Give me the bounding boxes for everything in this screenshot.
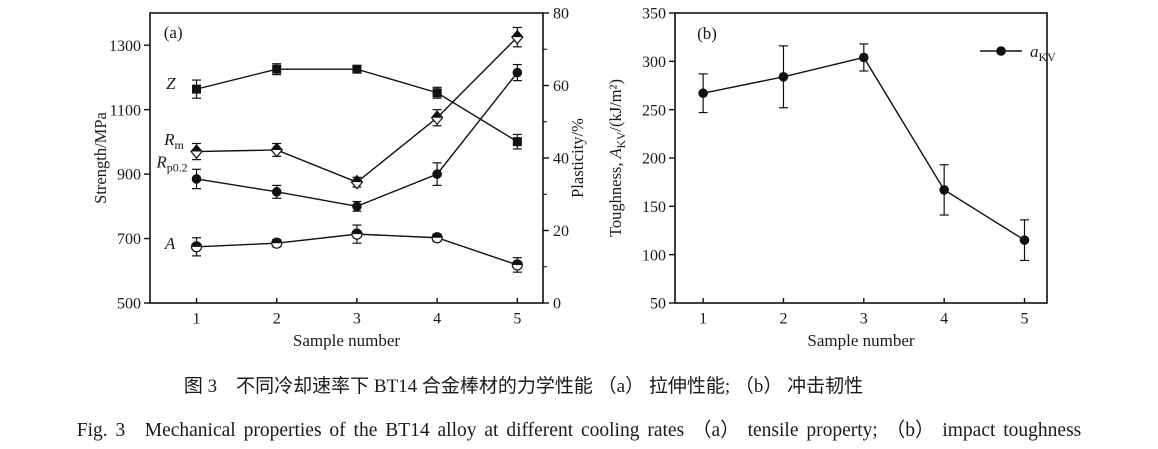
- tick-label-left: 1100: [110, 102, 141, 119]
- charts-canvas: 50070090011001300Strength/MPa020406080Pl…: [91, 6, 1056, 350]
- tick-label-bottom: 3: [860, 311, 868, 328]
- annotation-label: (b): [697, 24, 717, 43]
- tick-label-right: 0: [553, 296, 561, 313]
- tick-label-left: 50: [650, 296, 666, 313]
- annotation-label: Rm: [163, 130, 184, 152]
- series-Rp0.2: [191, 63, 523, 212]
- tick-label-left: 700: [117, 231, 141, 248]
- series-A: [190, 224, 523, 273]
- axis-title-right: Plasticity/%: [568, 118, 587, 198]
- tick-label-left: 150: [642, 199, 666, 216]
- caption-chinese: 图 3 不同冷却速率下 BT14 合金棒材的力学性能 （a） 拉伸性能; （b）…: [183, 376, 864, 397]
- tick-label-right: 60: [553, 78, 569, 95]
- tick-label-left: 200: [642, 151, 666, 168]
- axis-title-bottom: Sample number: [807, 331, 915, 350]
- tick-label-bottom: 4: [433, 311, 441, 328]
- annotation-label: (a): [164, 23, 183, 42]
- annotation-label: A: [164, 234, 176, 253]
- axis-title-left: Toughness, AKV/(kJ/m²): [606, 79, 628, 237]
- tick-label-right: 80: [553, 6, 569, 23]
- legend-label: aKV: [1030, 42, 1056, 64]
- tick-label-bottom: 5: [1021, 311, 1029, 328]
- tick-label-left: 1300: [109, 38, 141, 55]
- tick-label-left: 350: [642, 6, 666, 23]
- tick-label-bottom: 4: [940, 311, 948, 328]
- tick-label-left: 100: [642, 247, 666, 264]
- tick-label-left: 500: [117, 296, 141, 313]
- chart-b: 50 100 150 200 250 300 350 Toughness, AKV/(kJ/m…: [606, 6, 1056, 350]
- caption-english: Fig. 3 Mechanical properties of the BT14…: [76, 420, 1082, 441]
- axis-title-bottom: Sample number: [293, 331, 401, 350]
- tick-label-right: 20: [553, 223, 569, 240]
- series-Rm: [190, 26, 524, 190]
- tick-label-bottom: 1: [193, 311, 201, 328]
- tick-label-left: 900: [117, 167, 141, 184]
- axis-title-left: Strength/MPa: [91, 111, 110, 203]
- tick-label-bottom: 3: [353, 311, 361, 328]
- tick-label-bottom: 2: [779, 311, 787, 328]
- tick-label-bottom: 2: [273, 311, 281, 328]
- tick-label-right: 40: [553, 151, 569, 168]
- annotation-label: Rp0.2: [155, 152, 187, 174]
- figure-charts: 500 700 900 1100 1300 Strength/MPa 0 20 40 60 80 Pl…: [91, 6, 1056, 350]
- legend: aKV: [980, 42, 1056, 64]
- tick-label-left: 250: [642, 102, 666, 119]
- tick-label-left: 300: [642, 54, 666, 71]
- tick-label-bottom: 1: [699, 311, 707, 328]
- annotation-label: Z: [166, 74, 176, 93]
- chart-a: 500 700 900 1100 1300 Strength/MPa 0 20 40 60 80 Pl…: [91, 6, 587, 350]
- series-Z: [192, 63, 522, 150]
- tick-label-bottom: 5: [513, 311, 521, 328]
- series-aKV: [698, 43, 1030, 262]
